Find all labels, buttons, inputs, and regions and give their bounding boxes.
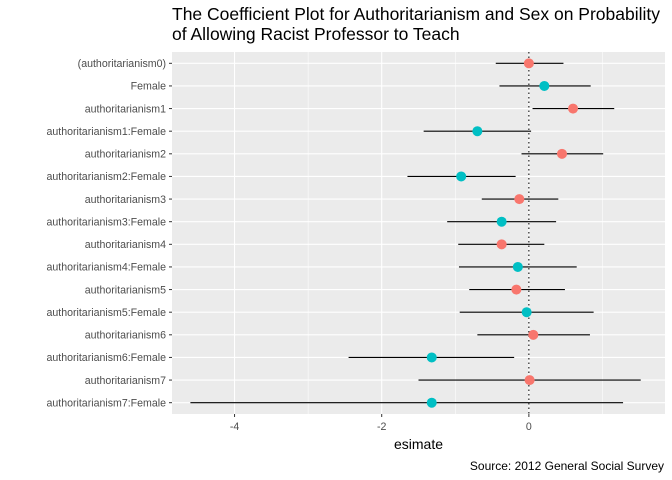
estimate-point [511,284,522,295]
estimate-point [521,307,532,318]
estimate-points [426,58,579,408]
y-axis-ticks [169,62,172,404]
estimate-point [426,397,437,408]
estimate-point [496,216,507,227]
y-tick-label: authoritarianism2 [85,149,166,161]
y-tick-label: authoritarianism5 [85,284,166,296]
y-tick-label: authoritarianism6:Female [46,352,166,364]
chart-title-line-2: of Allowing Racist Professor to Teach [172,24,460,44]
x-axis-title: esimate [394,436,443,452]
estimate-point [539,80,550,91]
x-tick-label: -2 [377,421,387,433]
estimate-point [426,352,437,363]
y-tick-label: authoritarianism7:Female [46,397,166,409]
y-tick-label: Female [131,81,166,93]
plot-panel [172,52,665,414]
estimate-point [512,261,523,272]
estimate-point [556,148,567,159]
estimate-point [523,58,534,69]
estimate-point [514,194,525,205]
y-tick-label: authoritarianism3 [85,194,166,206]
estimate-point [524,375,535,386]
chart-title: The Coefficient Plot for Authoritarianis… [172,4,660,44]
y-tick-label: authoritarianism2:Female [46,171,166,183]
estimate-point [456,171,467,182]
y-tick-label: (authoritarianism0) [78,58,166,70]
minor-gridlines [307,52,603,414]
y-tick-label: authoritarianism6 [85,330,166,342]
estimate-point [496,239,507,250]
y-tick-label: authoritarianism3:Female [46,216,166,228]
x-tick-label: -4 [230,421,240,433]
y-tick-label: authoritarianism4:Female [46,262,166,274]
estimate-point [528,329,539,340]
y-tick-label: authoritarianism5:Female [46,307,166,319]
source-caption: Source: 2012 General Social Survey [469,459,664,473]
x-tick-label: 0 [526,421,532,433]
y-axis-labels: (authoritarianism0) Female authoritarianis… [46,58,166,409]
y-tick-label: authoritarianism7 [85,375,166,387]
x-axis-labels: -4 -2 0 [230,421,532,433]
y-tick-label: authoritarianism1:Female [46,126,166,138]
estimate-point [568,103,579,114]
x-axis-ticks [234,414,530,417]
y-tick-label: authoritarianism1 [85,103,166,115]
y-tick-label: authoritarianism4 [85,239,166,251]
chart-title-line-1: The Coefficient Plot for Authoritarianis… [172,4,660,24]
estimate-point [472,126,483,137]
